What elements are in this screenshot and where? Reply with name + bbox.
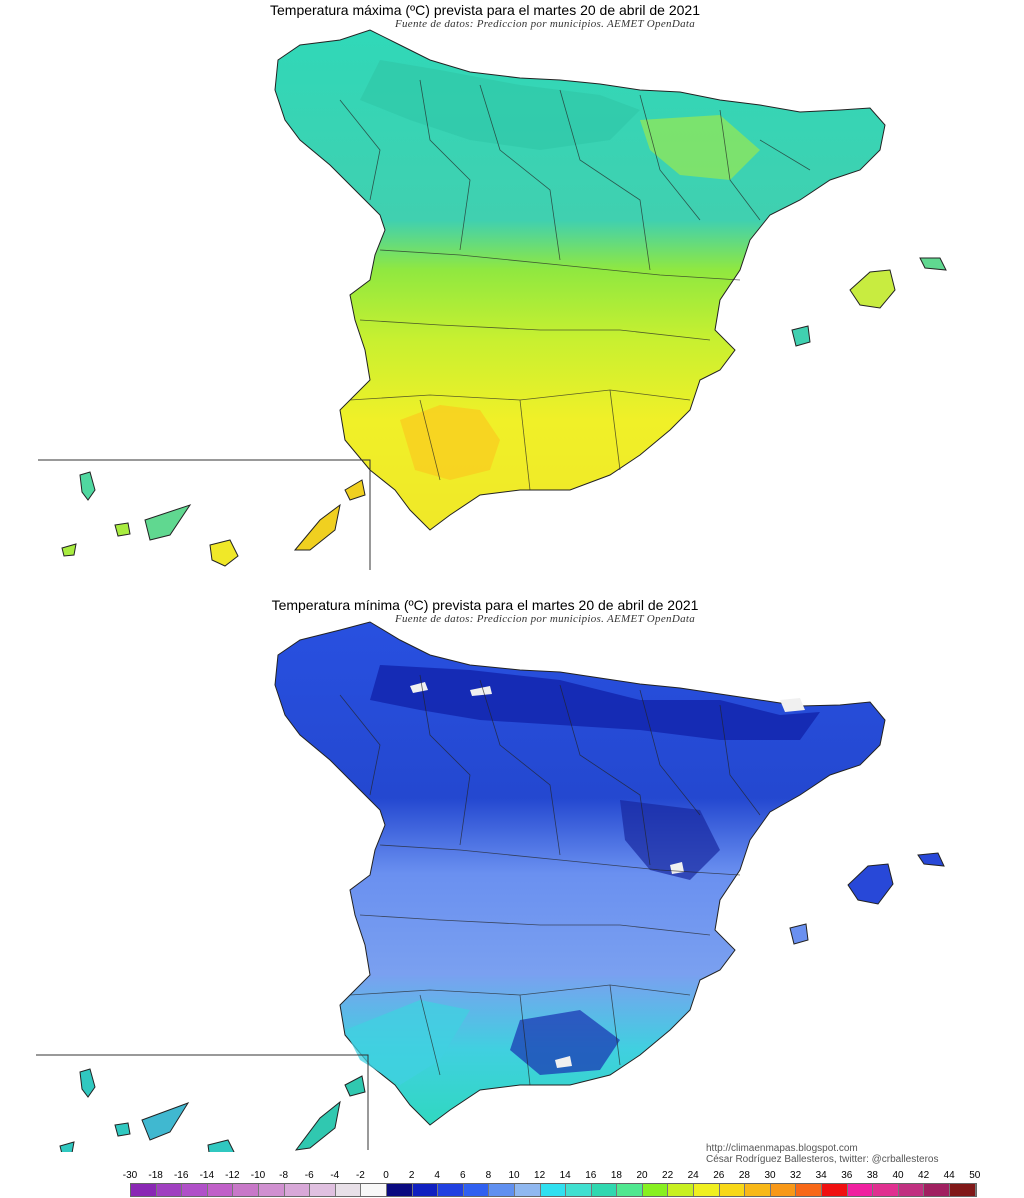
max-mallorca bbox=[849, 269, 896, 309]
min-canary-frame bbox=[36, 1054, 369, 1150]
legend-label: -14 bbox=[199, 1170, 215, 1181]
legend-label: -30 bbox=[122, 1170, 138, 1181]
legend-swatch bbox=[310, 1184, 336, 1196]
legend-swatch bbox=[642, 1184, 669, 1196]
max-temperature-map bbox=[38, 29, 947, 570]
legend-label: 2 bbox=[408, 1170, 415, 1181]
legend-swatch bbox=[335, 1184, 362, 1196]
legend-label: 12 bbox=[534, 1170, 546, 1181]
min-map-title: Temperatura mínima (ºC) prevista para el… bbox=[271, 597, 699, 613]
legend-labels: -30 -18 -16 -14 -12 -10 -8 -6 -4 -2 0 2 4 6 8 10 12 14 16 1… bbox=[120, 1170, 981, 1182]
legend-label: -2 bbox=[355, 1170, 365, 1181]
legend-swatch bbox=[796, 1184, 823, 1196]
legend-label: 22 bbox=[662, 1170, 674, 1181]
legend-label: 0 bbox=[383, 1170, 389, 1181]
legend-label: 42 bbox=[918, 1170, 930, 1181]
legend-swatch bbox=[822, 1184, 848, 1196]
legend-swatch bbox=[924, 1184, 950, 1196]
credits-url[interactable]: http://climaenmapas.blogspot.com bbox=[706, 1143, 858, 1154]
legend-swatch bbox=[847, 1184, 874, 1196]
legend-swatch bbox=[412, 1184, 439, 1196]
min-ibiza bbox=[789, 923, 809, 945]
legend-label: 32 bbox=[790, 1170, 802, 1181]
legend-swatch bbox=[898, 1184, 925, 1196]
legend-swatch bbox=[207, 1184, 234, 1196]
legend-label: 4 bbox=[434, 1170, 440, 1181]
legend-swatch bbox=[668, 1184, 695, 1196]
credits: http://climaenmapas.blogspot.com César R… bbox=[706, 1143, 938, 1165]
legend-label: 44 bbox=[943, 1170, 955, 1181]
credits-author: César Rodríguez Ballesteros, twitter: @c… bbox=[706, 1154, 939, 1165]
legend-swatch bbox=[284, 1184, 311, 1196]
legend-label: 26 bbox=[713, 1170, 725, 1181]
legend-swatch bbox=[233, 1184, 259, 1196]
max-temperature-panel: Temperatura máxima (ºC) prevista para el… bbox=[0, 0, 1024, 590]
max-menorca bbox=[919, 257, 947, 271]
legend-swatch bbox=[131, 1184, 157, 1196]
legend-swatch bbox=[617, 1184, 643, 1196]
min-temperature-panel: Temperatura mínima (ºC) prevista para el… bbox=[0, 592, 1024, 1152]
legend-swatch bbox=[566, 1184, 592, 1196]
legend-label: 20 bbox=[636, 1170, 648, 1181]
legend-swatch bbox=[540, 1184, 567, 1196]
legend-label: 38 bbox=[866, 1170, 878, 1181]
legend-swatch bbox=[258, 1184, 285, 1196]
legend-label: -8 bbox=[279, 1170, 289, 1181]
legend-swatch bbox=[514, 1184, 541, 1196]
legend-color-bar bbox=[130, 1183, 977, 1197]
max-map-title: Temperatura máxima (ºC) prevista para el… bbox=[270, 2, 700, 18]
max-canary-frame bbox=[38, 459, 371, 570]
legend-swatch bbox=[873, 1184, 899, 1196]
max-warm-zone bbox=[400, 405, 500, 480]
legend-label: -6 bbox=[304, 1170, 314, 1181]
legend-label: -12 bbox=[225, 1170, 240, 1181]
legend-label: 36 bbox=[841, 1170, 853, 1181]
legend-swatch bbox=[694, 1184, 720, 1196]
legend-swatch bbox=[489, 1184, 515, 1196]
legend-swatch bbox=[950, 1184, 976, 1196]
legend-label: -4 bbox=[330, 1170, 340, 1181]
legend-label: -10 bbox=[250, 1170, 266, 1181]
legend-label: 28 bbox=[738, 1170, 750, 1181]
min-map-subtitle: Fuente de datos: Prediccion por municipi… bbox=[394, 613, 696, 625]
legend-label: 50 bbox=[969, 1170, 981, 1181]
legend-label: 30 bbox=[764, 1170, 776, 1181]
legend-label: 24 bbox=[687, 1170, 699, 1181]
legend-label: 34 bbox=[815, 1170, 827, 1181]
legend-swatch bbox=[463, 1184, 490, 1196]
min-menorca bbox=[917, 852, 945, 867]
max-ibiza bbox=[791, 325, 811, 347]
max-map-subtitle: Fuente de datos: Prediccion por municipi… bbox=[394, 18, 696, 30]
max-province-borders bbox=[339, 79, 811, 491]
min-temperature-map bbox=[36, 621, 945, 1152]
legend-swatch bbox=[156, 1184, 183, 1196]
max-canary-islands bbox=[61, 471, 366, 567]
legend-label: -18 bbox=[148, 1170, 163, 1181]
legend-label: -16 bbox=[173, 1170, 189, 1181]
min-snow-patches bbox=[410, 682, 805, 1068]
min-mallorca bbox=[847, 863, 894, 905]
min-province-borders bbox=[339, 674, 761, 1086]
temperature-legend: -30 -18 -16 -14 -12 -10 -8 -6 -4 -2 0 2 4 6 8 10 12 14 16 1… bbox=[120, 1170, 980, 1198]
legend-swatch bbox=[361, 1184, 387, 1196]
legend-swatch bbox=[719, 1184, 746, 1196]
legend-swatch bbox=[591, 1184, 618, 1196]
legend-swatch bbox=[182, 1184, 208, 1196]
min-peninsula bbox=[274, 621, 886, 1126]
legend-swatch bbox=[386, 1184, 413, 1196]
legend-label: 14 bbox=[559, 1170, 571, 1181]
legend-label: 40 bbox=[892, 1170, 904, 1181]
legend-swatch bbox=[770, 1184, 797, 1196]
legend-label: 16 bbox=[585, 1170, 597, 1181]
min-canary-islands bbox=[59, 1068, 366, 1152]
legend-label: 6 bbox=[460, 1170, 466, 1181]
legend-label: 18 bbox=[610, 1170, 622, 1181]
legend-swatch bbox=[745, 1184, 771, 1196]
legend-label: 10 bbox=[508, 1170, 520, 1181]
legend-label: 8 bbox=[485, 1170, 492, 1181]
legend-swatch bbox=[438, 1184, 464, 1196]
